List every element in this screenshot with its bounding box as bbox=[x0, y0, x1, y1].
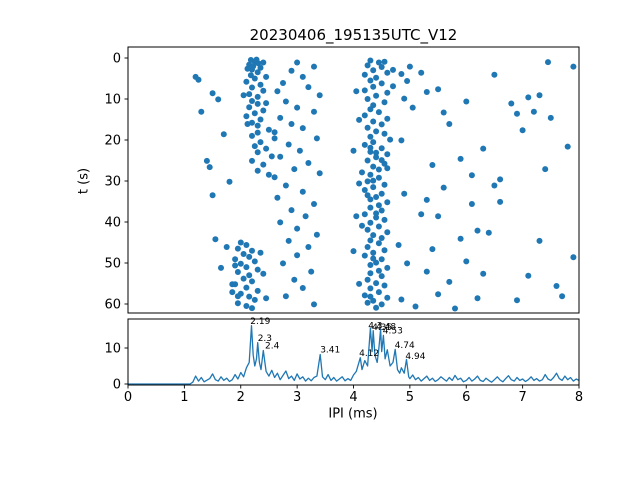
x-axis-label: IPI (ms) bbox=[328, 406, 378, 422]
svg-text:2.19: 2.19 bbox=[250, 317, 270, 327]
histogram-x-axis: 0 1 2 3 4 5 6 7 8 bbox=[124, 385, 583, 405]
peak-annotations: 2.19 2.32.4 3.41 4.12 4.34.354.484.53 4.744.9… bbox=[250, 317, 425, 362]
scatter-plot-frame bbox=[127, 46, 580, 314]
svg-text:4.3: 4.3 bbox=[368, 322, 382, 332]
svg-text:5: 5 bbox=[406, 390, 414, 405]
svg-text:40: 40 bbox=[104, 216, 121, 231]
svg-text:0: 0 bbox=[124, 390, 132, 405]
ipi-histogram-curve bbox=[128, 325, 580, 385]
svg-text:4.35: 4.35 bbox=[372, 323, 392, 333]
svg-text:2.3: 2.3 bbox=[258, 334, 272, 344]
svg-text:2: 2 bbox=[237, 390, 245, 405]
svg-text:8: 8 bbox=[575, 390, 583, 405]
svg-text:30: 30 bbox=[104, 175, 121, 190]
svg-text:2.4: 2.4 bbox=[265, 342, 280, 352]
scatter-points-group bbox=[192, 56, 577, 312]
svg-text:4.48: 4.48 bbox=[376, 322, 396, 332]
svg-text:3.41: 3.41 bbox=[320, 346, 340, 356]
svg-text:0: 0 bbox=[113, 378, 121, 393]
svg-text:4.53: 4.53 bbox=[383, 327, 403, 337]
svg-text:50: 50 bbox=[104, 257, 121, 272]
svg-text:60: 60 bbox=[104, 298, 121, 313]
svg-text:0: 0 bbox=[113, 52, 121, 67]
svg-text:3: 3 bbox=[293, 390, 301, 405]
svg-text:20: 20 bbox=[104, 134, 121, 149]
svg-text:10: 10 bbox=[104, 93, 121, 108]
svg-text:4.12: 4.12 bbox=[359, 349, 379, 359]
scatter-y-axis: 0 10 20 30 40 50 60 bbox=[104, 52, 128, 313]
histogram-y-axis: 0 10 bbox=[104, 342, 128, 393]
svg-text:4: 4 bbox=[349, 390, 357, 405]
svg-text:6: 6 bbox=[462, 390, 470, 405]
svg-text:4.94: 4.94 bbox=[405, 352, 425, 362]
svg-text:1: 1 bbox=[180, 390, 188, 405]
svg-text:7: 7 bbox=[518, 390, 526, 405]
plot-title: 20230406_195135UTC_V12 bbox=[249, 26, 458, 44]
svg-text:10: 10 bbox=[104, 342, 121, 357]
svg-text:4.74: 4.74 bbox=[395, 341, 415, 351]
